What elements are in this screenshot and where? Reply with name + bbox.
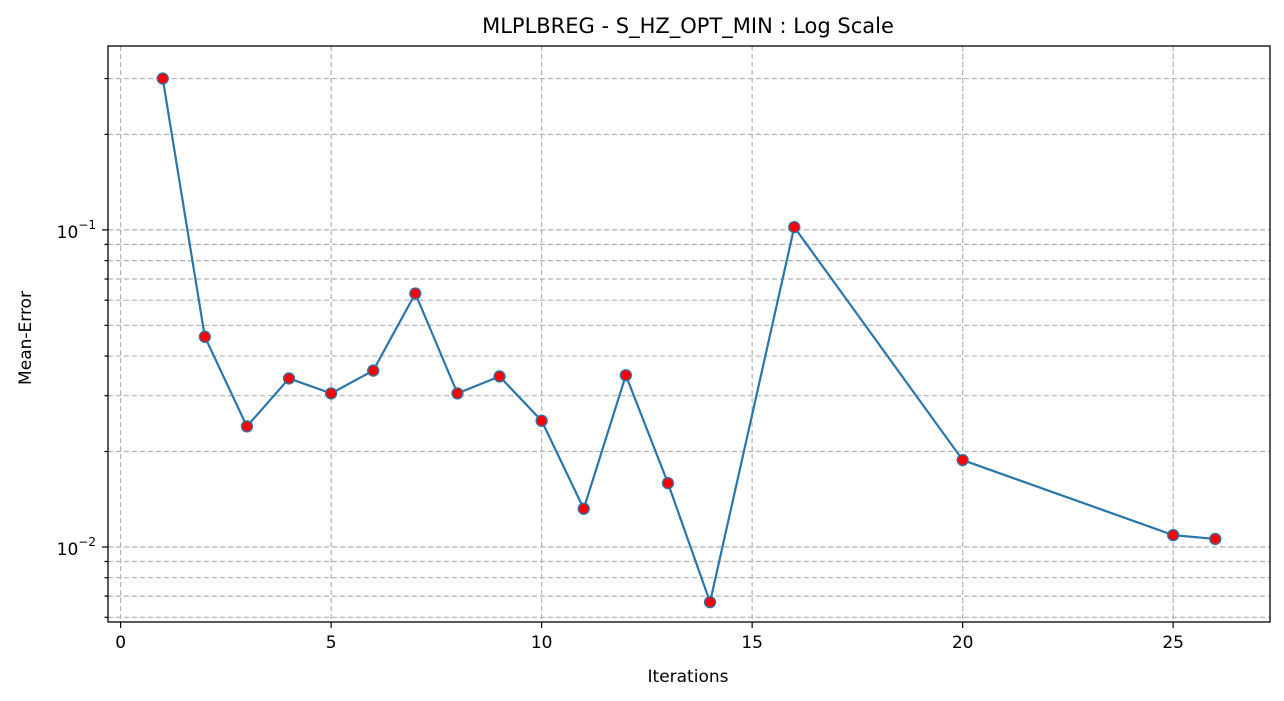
data-point bbox=[1209, 532, 1222, 546]
x-tick-label: 15 bbox=[741, 633, 763, 653]
data-point bbox=[788, 220, 801, 234]
y-tick-label: 10−2 bbox=[57, 535, 96, 560]
y-tick-label: 10−1 bbox=[57, 218, 96, 243]
x-tick-label: 5 bbox=[326, 633, 337, 653]
x-tick-label: 25 bbox=[1162, 633, 1184, 653]
data-point bbox=[282, 372, 296, 385]
plot-frame bbox=[107, 45, 1271, 623]
data-point bbox=[1167, 528, 1180, 542]
data-point bbox=[661, 476, 675, 490]
data-point bbox=[956, 453, 969, 467]
chart-title: MLPLBREG - S_HZ_OPT_MIN : Log Scale bbox=[482, 14, 894, 39]
x-tick-label: 10 bbox=[531, 633, 553, 653]
x-tick-label: 20 bbox=[952, 633, 974, 653]
x-tick-label: 0 bbox=[115, 633, 126, 653]
grid bbox=[108, 46, 1270, 622]
data-point bbox=[619, 369, 632, 382]
data-point bbox=[577, 502, 590, 515]
data-point bbox=[451, 387, 464, 400]
series-line bbox=[161, 78, 1216, 604]
data-point bbox=[240, 420, 254, 433]
data-point bbox=[493, 370, 506, 383]
axis-ticks: 0 5 10 15 20 25 10−2 10−1 bbox=[57, 77, 1184, 653]
data-point bbox=[535, 414, 548, 427]
data-point bbox=[324, 387, 338, 400]
data-point bbox=[409, 287, 422, 300]
x-axis-label: Iterations bbox=[648, 667, 729, 687]
y-axis-label: Mean-Error bbox=[16, 291, 36, 385]
data-point bbox=[156, 72, 169, 85]
data-point bbox=[703, 595, 717, 609]
data-point bbox=[367, 364, 380, 377]
series-layer bbox=[156, 72, 1222, 609]
data-point bbox=[198, 330, 211, 343]
